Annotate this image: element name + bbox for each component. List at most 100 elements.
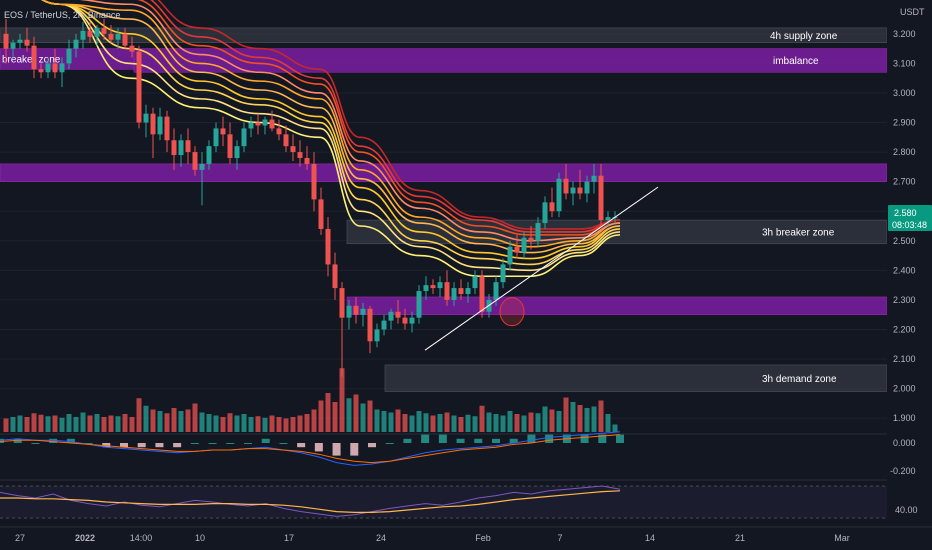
y-tick-label: 2.400 [893, 265, 916, 275]
volume-bar [535, 413, 541, 432]
volume-bar [374, 409, 380, 432]
volume-bar [73, 417, 79, 432]
volume-bar [458, 417, 464, 432]
candle-body [465, 288, 471, 294]
candle-body [353, 305, 359, 315]
candle-body [367, 308, 373, 342]
currency-label-bg [896, 4, 926, 18]
macd-hist-bar [509, 438, 518, 443]
price-axis: 3.2003.1003.0002.9002.8002.7002.6002.500… [887, 0, 932, 550]
candle-body [549, 202, 555, 212]
volume-bar [570, 402, 576, 432]
volume-bar [157, 411, 163, 432]
volume-bar [402, 414, 408, 432]
volume-bar [80, 412, 86, 432]
volume-bar [24, 417, 30, 432]
volume-bar [115, 416, 121, 432]
candle-body [297, 152, 303, 158]
volume-bar [178, 411, 184, 432]
volume-bar [192, 403, 198, 432]
candle-body [276, 128, 282, 135]
macd-pane [0, 431, 887, 466]
candle-body [66, 48, 72, 64]
candle-body [395, 311, 401, 318]
candle-body [598, 175, 604, 221]
macd-hist-bar [297, 443, 306, 448]
price-tag-value: 2.580 [894, 208, 917, 218]
volume-bar [521, 415, 527, 432]
volume-bar [164, 413, 170, 432]
candle-body [164, 116, 170, 141]
macd-hist-bar [456, 438, 465, 443]
y-tick-label: 2.000 [893, 384, 916, 394]
rsi-tick-label: 40.00 [895, 505, 918, 515]
candle-body [570, 187, 576, 194]
macd-hist-bar [31, 443, 40, 444]
macd-hist-bar [474, 438, 483, 443]
volume-bar [493, 414, 499, 432]
macd-hist-bar [0, 438, 4, 443]
candle-body [290, 146, 296, 153]
volume-bar [304, 414, 310, 432]
volume-bar [17, 415, 23, 432]
volume-bar [185, 409, 191, 432]
candle-body [52, 63, 58, 73]
candle-body [493, 282, 499, 300]
candle-body [262, 119, 268, 126]
candle-body [80, 30, 86, 40]
candle-body [577, 187, 583, 194]
candle-body [115, 33, 121, 40]
volume-bar [388, 412, 394, 432]
x-tick-label: 10 [195, 533, 205, 543]
ribbon-line [41, 0, 621, 272]
macd-hist-bar [173, 443, 182, 448]
time-axis: 27 2022 14:00 10 17 24 Feb 7 14 21 Mar [0, 526, 932, 543]
volume-bar [234, 415, 240, 432]
volume-bar [283, 418, 289, 432]
candles [3, 19, 618, 377]
candle-body [108, 33, 114, 40]
volume-bar [248, 417, 254, 432]
y-tick-label: 3.200 [893, 29, 916, 39]
macd-hist-bar [385, 443, 394, 444]
macd-hist-bar [120, 443, 128, 448]
volume-bar [262, 417, 268, 432]
candle-body [409, 317, 415, 324]
macd-hist-bar [84, 443, 93, 444]
macd-hist-bar [279, 443, 288, 444]
zone-label: 3h breaker zone [762, 227, 835, 238]
volume-bar [101, 417, 107, 432]
volume-bar [598, 400, 604, 432]
volume-bar [227, 413, 233, 432]
macd-hist-bar [545, 434, 554, 443]
candle-body [451, 288, 457, 300]
candle-body [374, 329, 380, 342]
candle-body [311, 163, 317, 200]
volume-bar [612, 424, 618, 432]
y-tick-label: 2.500 [893, 236, 916, 246]
candle-body [234, 146, 240, 158]
candle-body [535, 223, 541, 241]
candle-body [171, 140, 177, 156]
macd-hist-bar [66, 438, 75, 443]
candle-body [528, 237, 534, 241]
x-tick-label: 27 [15, 533, 25, 543]
candle-body [101, 27, 107, 34]
candle-body [157, 116, 163, 135]
zone-label: breaker zone [2, 54, 61, 65]
candle-body [10, 42, 16, 49]
volume-bar [479, 405, 485, 432]
y-tick-label: 3.100 [893, 58, 916, 68]
x-tick-label: 17 [284, 533, 294, 543]
candle-body [381, 320, 387, 330]
candle-body [423, 285, 429, 292]
volume-bar [318, 400, 324, 432]
candle-body [360, 308, 366, 315]
volume-bar [213, 415, 219, 432]
highlight-circle [499, 297, 525, 327]
candle-body [318, 199, 324, 229]
candle-body [192, 152, 198, 170]
volume-bar [353, 394, 359, 432]
macd-hist-bar [492, 438, 500, 443]
